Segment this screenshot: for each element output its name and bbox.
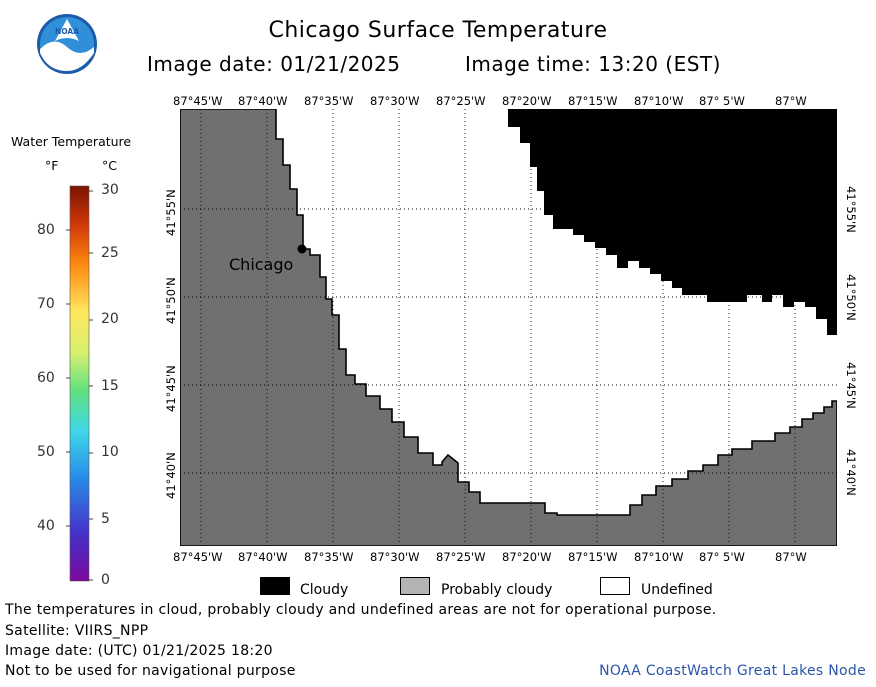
page-title: Chicago Surface Temperature bbox=[268, 18, 608, 43]
lon-tick-top: 87°30'W bbox=[370, 94, 420, 108]
colorbar-c-tick: 30 bbox=[101, 182, 119, 198]
colorbar-f-tick: 40 bbox=[37, 518, 55, 534]
colorbar-c-tick: 15 bbox=[101, 378, 119, 394]
lon-tick-bottom: 87°15'W bbox=[568, 550, 618, 564]
lon-tick-bottom: 87°25'W bbox=[436, 550, 486, 564]
colorbar-f-tick: 60 bbox=[37, 370, 55, 386]
cloudy-area bbox=[508, 109, 837, 335]
key-label-probably-cloudy: Probably cloudy bbox=[441, 582, 553, 598]
lon-tick-bottom: 87°40'W bbox=[238, 550, 288, 564]
chicago-label: Chicago bbox=[229, 255, 293, 274]
land-area bbox=[180, 109, 837, 546]
lat-tick-right: 41°45'N bbox=[844, 362, 858, 409]
credit-text: NOAA CoastWatch Great Lakes Node bbox=[599, 663, 866, 679]
colorbar-f-tick: 50 bbox=[37, 444, 55, 460]
colorbar-f-tick: 80 bbox=[37, 222, 55, 238]
colorbar-f-tick: 70 bbox=[37, 296, 55, 312]
image-date: Image date: 01/21/2025 bbox=[147, 52, 401, 76]
key-swatch-probably-cloudy bbox=[400, 577, 430, 595]
lon-tick-top: 87°40'W bbox=[238, 94, 288, 108]
lon-tick-bottom: 87°10'W bbox=[634, 550, 684, 564]
lon-tick-top: 87°35'W bbox=[304, 94, 354, 108]
graticule bbox=[180, 109, 837, 546]
nav-warning-text: Not to be used for navigational purpose bbox=[5, 663, 296, 679]
lon-tick-bottom: 87° 5'W bbox=[699, 550, 745, 564]
colorbar-c-tick: 25 bbox=[101, 245, 119, 261]
colorbar-c-tick: 20 bbox=[101, 311, 119, 327]
disclaimer-text: The temperatures in cloud, probably clou… bbox=[5, 602, 717, 618]
chicago-marker bbox=[297, 244, 307, 254]
lon-tick-top: 87° 5'W bbox=[699, 94, 745, 108]
colorbar-c-tick: 10 bbox=[101, 444, 119, 460]
lon-tick-top: 87°45'W bbox=[173, 94, 223, 108]
lat-tick-right: 41°55'N bbox=[844, 186, 858, 233]
noaa-logo-text: NOAA bbox=[55, 27, 79, 36]
satellite-text: Satellite: VIIRS_NPP bbox=[5, 623, 149, 639]
colorbar-c-tick: 0 bbox=[101, 572, 110, 588]
lat-tick-left: 41°45'N bbox=[164, 365, 178, 412]
unit-celsius: °C bbox=[102, 158, 117, 173]
colorbar-gradient bbox=[69, 185, 90, 582]
lat-tick-left: 41°55'N bbox=[164, 189, 178, 236]
lon-tick-top: 87°15'W bbox=[568, 94, 618, 108]
utc-date-text: Image date: (UTC) 01/21/2025 18:20 bbox=[5, 643, 273, 659]
noaa-logo: NOAA bbox=[37, 14, 97, 74]
lat-tick-left: 41°40'N bbox=[164, 452, 178, 499]
colorbar-title: Water Temperature bbox=[11, 134, 132, 149]
image-time: Image time: 13:20 (EST) bbox=[465, 52, 721, 76]
lon-tick-bottom: 87°35'W bbox=[304, 550, 354, 564]
lat-tick-right: 41°40'N bbox=[844, 449, 858, 496]
colorbar-c-tick: 5 bbox=[101, 511, 110, 527]
colorbar-ticks bbox=[66, 190, 93, 581]
lon-tick-top: 87°25'W bbox=[436, 94, 486, 108]
key-swatch-undefined bbox=[600, 577, 630, 595]
key-swatch-cloudy bbox=[260, 577, 290, 595]
key-label-undefined: Undefined bbox=[641, 582, 713, 598]
lon-tick-top: 87°10'W bbox=[634, 94, 684, 108]
key-label-cloudy: Cloudy bbox=[300, 582, 349, 598]
lat-tick-left: 41°50'N bbox=[164, 277, 178, 324]
lon-tick-bottom: 87°20'W bbox=[502, 550, 552, 564]
lon-tick-bottom: 87°W bbox=[775, 550, 807, 564]
lon-tick-bottom: 87°45'W bbox=[173, 550, 223, 564]
lon-tick-bottom: 87°30'W bbox=[370, 550, 420, 564]
lat-tick-right: 41°50'N bbox=[844, 274, 858, 321]
unit-fahrenheit: °F bbox=[45, 158, 59, 173]
lon-tick-top: 87°20'W bbox=[502, 94, 552, 108]
lon-tick-top: 87°W bbox=[775, 94, 807, 108]
map-panel: Chicago bbox=[180, 109, 837, 546]
colorbar bbox=[66, 185, 93, 582]
